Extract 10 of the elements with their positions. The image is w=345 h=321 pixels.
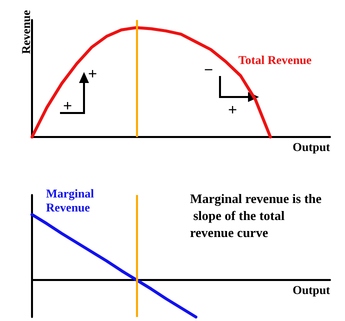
annotation: + — [63, 98, 72, 115]
x-axis-title: Output — [292, 282, 330, 297]
series-label: Total Revenue — [238, 53, 312, 67]
annotation: Marginal revenue is the slope of the total revenue curve — [190, 191, 322, 240]
annotation: + — [228, 102, 238, 119]
annotation: − — [204, 62, 214, 79]
y-axis-title: Revenue — [19, 9, 33, 54]
series-label: Marginal Revenue — [46, 186, 97, 215]
annotation: + — [88, 66, 98, 83]
x-axis-title: Output — [292, 140, 330, 154]
